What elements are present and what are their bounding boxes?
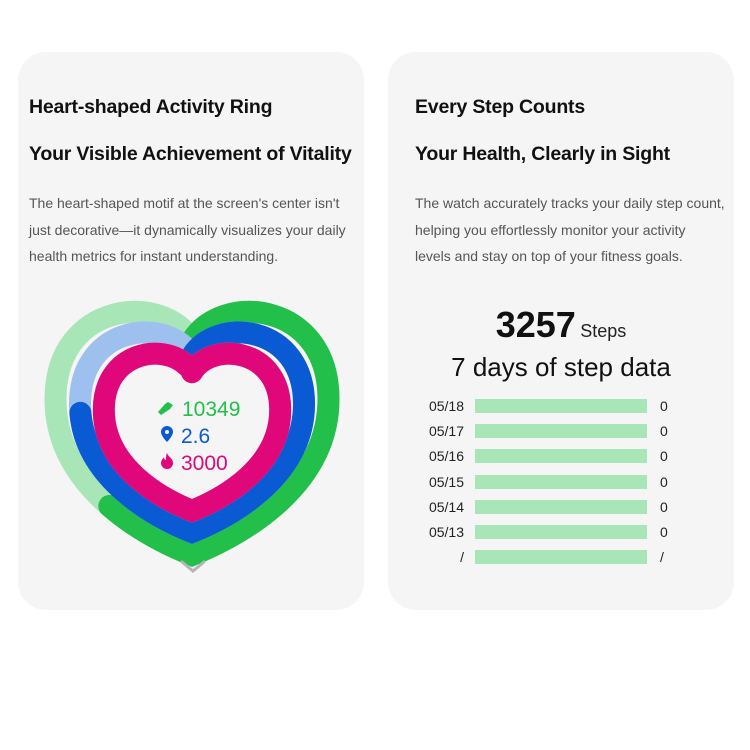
card-title: Every Step Counts — [415, 96, 585, 118]
bar-row: 05/14 0 — [388, 498, 734, 516]
steps-stat: 10349 — [156, 398, 240, 422]
bar-value: 0 — [660, 448, 668, 465]
bar-row: 05/18 0 — [388, 398, 734, 415]
card-subtitle: Your Health, Clearly in Sight — [415, 143, 670, 165]
bar-row: 05/17 0 — [388, 423, 734, 440]
bar-date: / — [460, 549, 464, 566]
calories-stat: 3000 — [159, 452, 228, 476]
bar — [475, 474, 647, 489]
card-subtitle: Your Visible Achievement of Vitality — [29, 143, 352, 165]
bar-value: 0 — [660, 473, 668, 490]
bar-date: 05/18 — [428, 398, 464, 414]
steps-ring — [55, 312, 328, 555]
bar-date: 05/13 — [428, 524, 464, 540]
calories-value: 3000 — [181, 452, 228, 475]
distance-ring — [80, 333, 304, 532]
card-description: The watch accurately tracks your daily s… — [415, 195, 725, 264]
bar-row: 05/16 0 — [388, 448, 734, 465]
distance-ring-progress — [80, 333, 304, 532]
bar-date: 05/15 — [428, 473, 464, 490]
bar-row: / / — [388, 549, 734, 566]
calories-ring-progress — [104, 354, 280, 511]
bar-value: 0 — [660, 423, 668, 440]
chart-title: 7 days of step data — [451, 352, 671, 382]
bar-row: 05/13 0 — [388, 524, 734, 541]
bar-value: 0 — [660, 524, 668, 540]
bar — [475, 449, 647, 464]
bar-row: 05/15 0 — [388, 473, 734, 491]
steps-total: 3257 Steps — [388, 304, 734, 346]
bar-value: 0 — [660, 498, 668, 515]
bar — [475, 424, 647, 439]
heart-ring-card: Heart-shaped Activity Ring Your Visible … — [18, 52, 364, 610]
bar — [475, 399, 647, 413]
bar-value: / — [660, 549, 664, 566]
shoe-icon — [156, 398, 176, 422]
location-pin-icon — [159, 425, 175, 449]
step-count-card: Every Step Counts Your Health, Clearly i… — [388, 52, 734, 610]
card-title: Heart-shaped Activity Ring — [29, 96, 273, 118]
distance-value: 2.6 — [181, 425, 211, 448]
steps-value: 10349 — [182, 398, 241, 421]
bar-date: 05/16 — [428, 448, 464, 465]
heart-activity-ring — [18, 52, 364, 610]
card-description: The heart-shaped motif at the screen's c… — [29, 195, 346, 264]
bar-value: 0 — [660, 398, 668, 414]
steps-value: 3257 — [495, 304, 576, 345]
bar — [475, 550, 647, 565]
calories-ring — [104, 354, 280, 511]
bar — [475, 499, 647, 514]
chevron-down-icon[interactable] — [180, 560, 206, 579]
flame-icon — [159, 452, 175, 476]
bar-date: 05/17 — [428, 423, 464, 440]
bar — [475, 525, 647, 539]
distance-stat: 2.6 — [159, 425, 210, 449]
bar-date: 05/14 — [428, 498, 464, 515]
steps-unit: Steps — [580, 321, 627, 341]
steps-ring-progress — [55, 312, 328, 555]
